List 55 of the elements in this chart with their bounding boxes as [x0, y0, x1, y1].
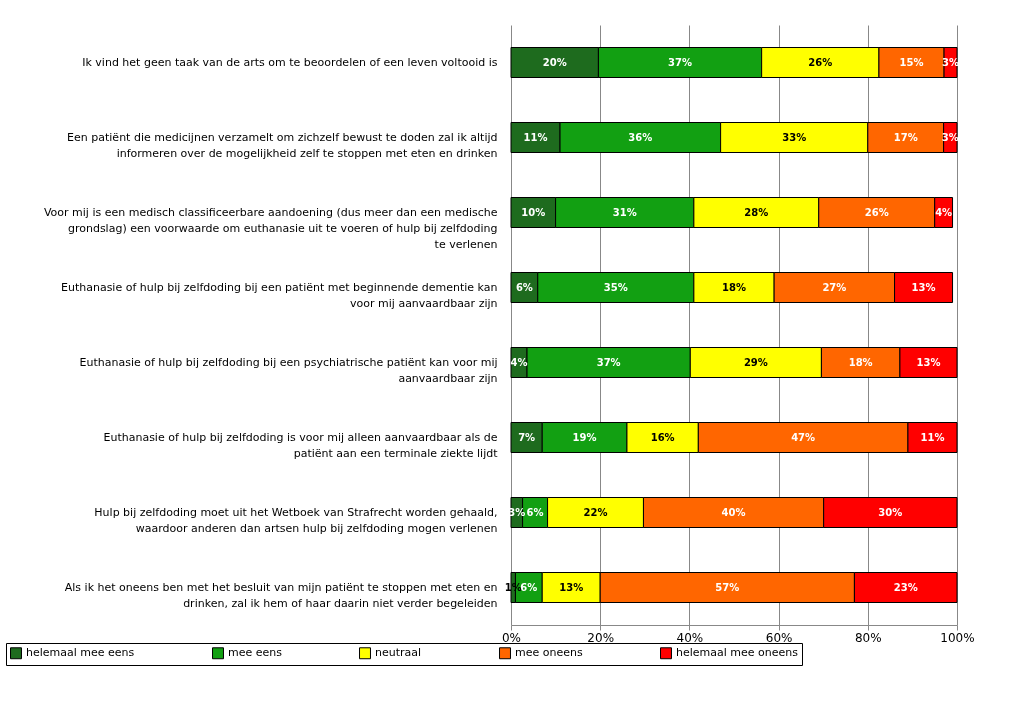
- data-label: 13%: [911, 281, 936, 293]
- data-label: 6%: [515, 281, 533, 293]
- data-label: 4%: [935, 206, 953, 218]
- data-label: 20%: [542, 56, 567, 68]
- data-label: 57%: [715, 581, 740, 593]
- data-label: 37%: [596, 356, 621, 368]
- legend-label: neutraal: [375, 646, 422, 660]
- data-label: 16%: [650, 431, 675, 443]
- y-tick-label: Hulp bij zelfdoding moet uit het Wetboek van Strafrecht worden gehaald, waardoor anderen dan artsen hulp bij zelfdoding mogen verlenen: [94, 505, 498, 535]
- data-label: 11%: [920, 431, 945, 443]
- y-tick-label: Euthanasie of hulp bij zelfdoding bij een psychiatrische patiënt kan voor mij aanvaardbaar zijn: [79, 355, 498, 385]
- data-label: 17%: [893, 131, 918, 143]
- data-label: 15%: [899, 56, 924, 68]
- data-label: 37%: [668, 56, 692, 68]
- data-label: 10%: [521, 206, 546, 218]
- data-label: 11%: [523, 131, 548, 143]
- data-label: 23%: [893, 581, 918, 593]
- y-tick-label: Een patiënt die medicijnen verzamelt om zichzelf bewust te doden zal ik altijd informeren over de mogelijkheid zelf te stoppen met eten en drinken: [67, 130, 498, 160]
- data-label: 7%: [518, 431, 536, 443]
- legend-label: helemaal mee oneens: [676, 646, 799, 660]
- x-tick-label: 20%: [587, 630, 615, 645]
- data-label: 29%: [743, 356, 768, 368]
- y-tick-label: Voor mij is een medisch classificeerbare aandoening (dus meer dan een medische grondslag) een voorwaarde om euthanasie uit te voeren of hulp bij zelfdoding te verlenen: [43, 205, 498, 251]
- legend-label: mee oneens: [515, 646, 583, 660]
- data-label: 35%: [603, 281, 628, 293]
- data-label: 31%: [612, 206, 637, 218]
- x-tick-label: 60%: [765, 630, 793, 645]
- data-label: 4%: [510, 356, 528, 368]
- data-label: 6%: [526, 506, 544, 518]
- y-tick-label: Als ik het oneens ben met het besluit van mijn patiënt te stoppen met eten en drinken, zal ik hem of haar daarin niet verder begeleiden: [64, 580, 498, 610]
- data-label: 18%: [848, 356, 873, 368]
- legend-label: mee eens: [228, 646, 283, 660]
- data-label: 33%: [782, 131, 807, 143]
- data-label: 27%: [822, 281, 847, 293]
- data-label: 13%: [916, 356, 941, 368]
- data-label: 47%: [791, 431, 816, 443]
- x-tick-label: 80%: [854, 630, 882, 645]
- y-tick-label: Euthanasie of hulp bij zelfdoding is voor mij alleen aanvaardbaar als de patiënt aan een terminale ziekte lijdt: [103, 430, 499, 460]
- data-label: 28%: [744, 206, 769, 218]
- y-tick-label: Ik vind het geen taak van de arts om te beoordelen of een leven voltooid is: [82, 55, 498, 69]
- data-label: 19%: [572, 431, 597, 443]
- data-label: 22%: [583, 506, 608, 518]
- data-label: 26%: [864, 206, 889, 218]
- legend-label: helemaal mee eens: [26, 646, 135, 660]
- x-tick-label: 100%: [940, 630, 975, 645]
- x-tick-label: 0%: [501, 630, 522, 645]
- data-label: 30%: [878, 506, 903, 518]
- x-tick-label: 40%: [676, 630, 704, 645]
- data-label: 26%: [808, 56, 833, 68]
- data-label: 18%: [722, 281, 746, 293]
- data-label: 40%: [721, 506, 746, 518]
- y-tick-label: Euthanasie of hulp bij zelfdoding bij een patiënt met beginnende dementie kan voor mij aanvaardbaar zijn: [60, 280, 498, 310]
- data-label: 36%: [628, 131, 653, 143]
- data-label: 13%: [559, 581, 584, 593]
- data-label: 6%: [520, 581, 538, 593]
